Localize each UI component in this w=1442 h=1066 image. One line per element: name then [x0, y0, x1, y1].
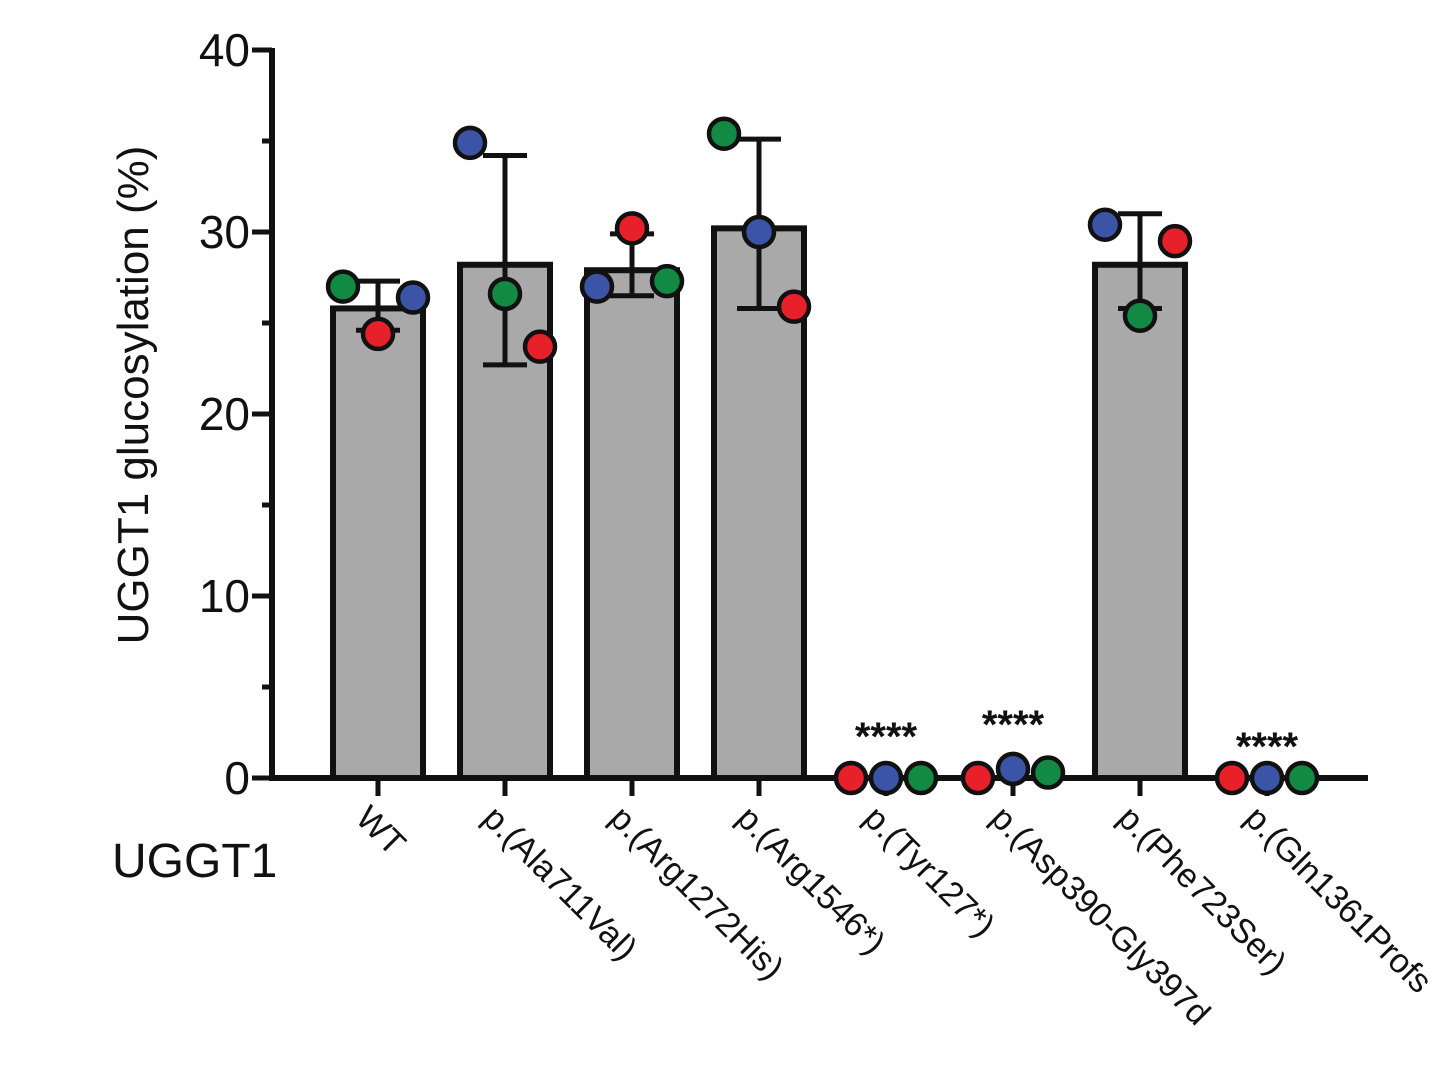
- x-tick-label-0: WT: [348, 799, 412, 863]
- y-tick-label-10: 10: [199, 570, 250, 622]
- data-point-1-1: [487, 276, 523, 312]
- data-point-7-2: [1284, 760, 1320, 796]
- data-point-4-1: [868, 760, 904, 796]
- data-point-0-0: [325, 269, 361, 304]
- data-point-2-0: [579, 269, 615, 304]
- y-tick-label-20: 20: [199, 388, 250, 440]
- bar-2: [584, 267, 680, 781]
- data-point-1-2: [522, 329, 558, 364]
- data-point-7-0: [1214, 760, 1250, 796]
- data-point-3-2: [776, 289, 812, 324]
- bar-6: [1092, 261, 1188, 781]
- bar-0: [330, 305, 426, 781]
- y-tick-label-30: 30: [199, 206, 250, 258]
- y-tick-label-0: 0: [224, 752, 250, 804]
- significance-label-4: ****: [855, 715, 918, 759]
- data-point-0-1: [360, 316, 396, 352]
- data-point-4-2: [903, 760, 939, 796]
- data-point-5-2: [1030, 755, 1066, 790]
- data-point-2-1: [614, 211, 650, 246]
- significance-label-5: ****: [982, 703, 1045, 747]
- data-point-7-1: [1249, 760, 1285, 796]
- y-tick-label-40: 40: [199, 24, 250, 76]
- y-axis-title: UGGT1 glucosylation (%): [109, 146, 158, 645]
- data-point-6-0: [1087, 207, 1123, 242]
- data-point-4-0: [833, 760, 869, 796]
- data-point-1-0: [452, 125, 488, 161]
- data-point-5-0: [960, 760, 996, 796]
- data-point-0-2: [395, 280, 431, 315]
- data-point-5-1: [995, 751, 1031, 787]
- data-point-6-1: [1122, 298, 1158, 333]
- data-point-2-2: [649, 263, 685, 299]
- data-point-3-1: [741, 214, 777, 250]
- group-label: UGGT1: [112, 835, 277, 888]
- x-tick-label-5: p.(Asp390-Gly397d: [983, 799, 1217, 1033]
- data-point-6-2: [1157, 223, 1193, 259]
- data-point-3-0: [706, 116, 742, 151]
